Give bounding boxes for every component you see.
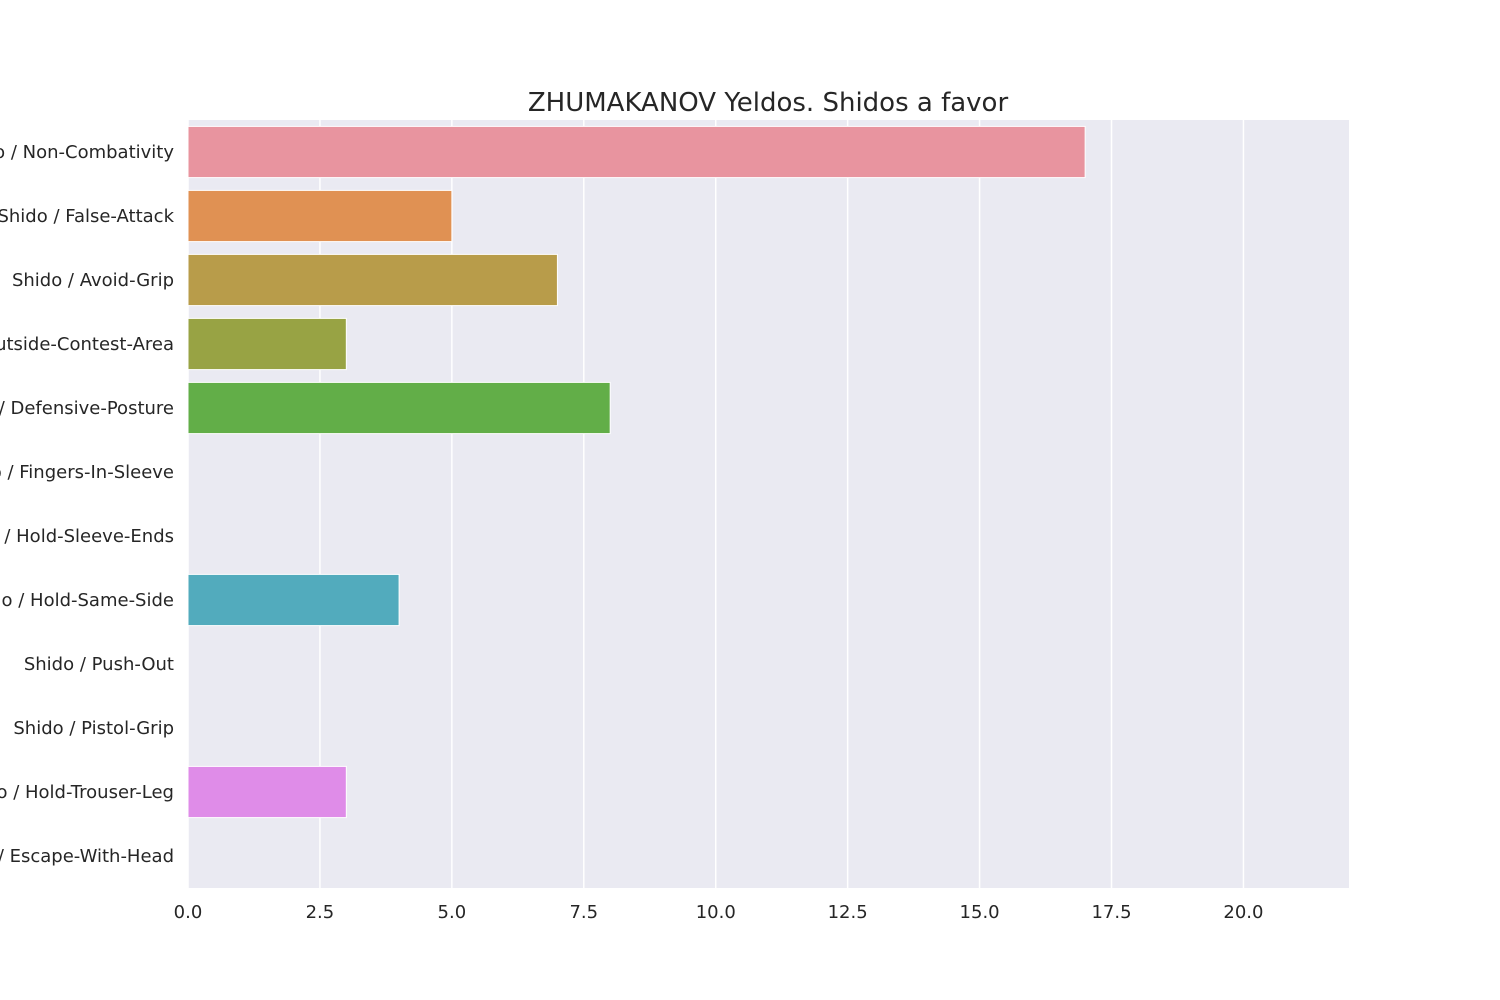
y-tick-label: Shido / False-Attack [0,206,175,227]
y-tick-label: Shido / Hold-Sleeve-Ends [0,526,174,547]
x-tick-labels: 0.0 2.5 5.0 7.5 10.0 12.5 15.0 17.5 20.0 [174,902,1264,923]
y-tick-label: Shido / Hold-Trouser-Leg [0,782,174,803]
x-tick-label: 0.0 [174,902,203,923]
bar [187,381,611,435]
x-tick-label: 2.5 [306,902,335,923]
chart-title: ZHUMAKANOV Yeldos. Shidos a favor [528,88,1009,118]
bar [187,189,453,243]
bar [187,765,347,819]
y-tick-label: Shido / Non-Combativity [0,142,174,163]
x-tick-label: 17.5 [1091,902,1131,923]
y-tick-label: Shido / Hold-Same-Side [0,590,174,611]
bar [187,573,400,627]
x-tick-label: 20.0 [1223,902,1263,923]
bars [187,125,1086,819]
x-tick-label: 12.5 [828,902,868,923]
x-tick-label: 7.5 [569,902,598,923]
y-tick-label: Shido / Escape-With-Head [0,846,174,867]
x-tick-label: 10.0 [696,902,736,923]
bar [187,253,558,307]
grid-lines [187,120,1245,888]
x-tick-label: 15.0 [960,902,1000,923]
y-tick-label: Shido / Push-Out [24,654,174,675]
plot-background [188,120,1349,888]
bar [187,317,347,371]
bar [187,125,1086,179]
y-tick-labels: Shido / Non-Combativity Shido / False-Att… [0,142,175,867]
y-tick-label: Shido / Fingers-In-Sleeve [0,462,174,483]
x-tick-label: 5.0 [438,902,467,923]
y-tick-label: Shido / Pistol-Grip [13,718,174,739]
y-tick-label: Shido / Outside-Contest-Area [0,334,174,355]
y-tick-label: Shido / Defensive-Posture [0,398,174,419]
y-tick-label: Shido / Avoid-Grip [12,270,174,291]
